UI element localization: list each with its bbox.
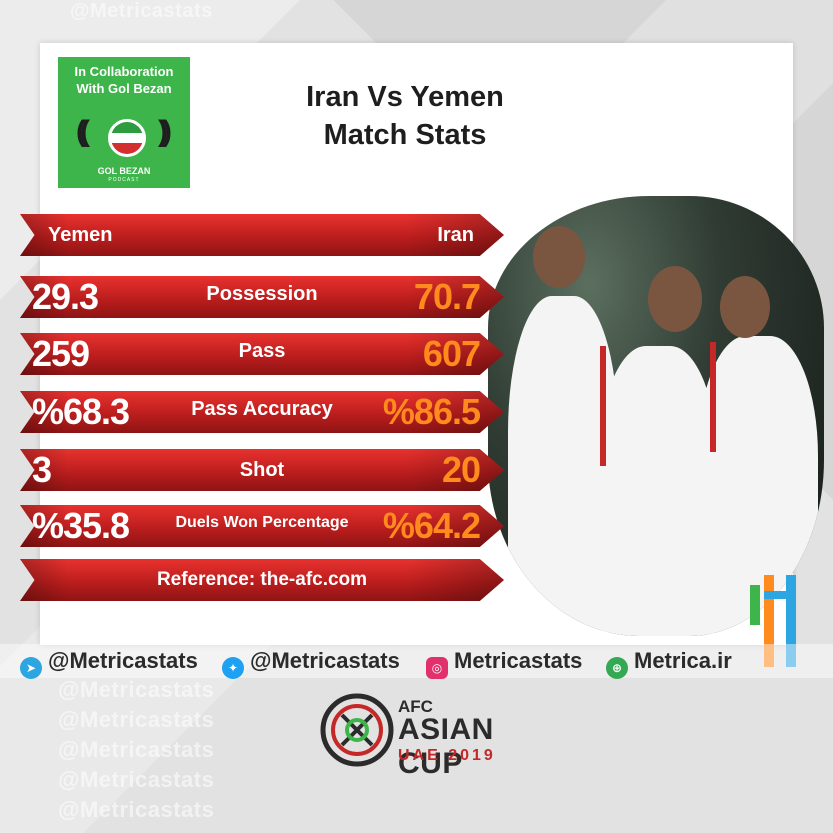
watermark: @Metricastats xyxy=(58,797,215,822)
gol-bezan-logo: In Collaboration With Gol Bezan (( )) GO… xyxy=(58,57,190,188)
afc-emblem-icon xyxy=(320,693,394,767)
stat-value-yemen: 3 xyxy=(32,449,52,490)
stat-label: Duels Won Percentage xyxy=(175,514,349,531)
stat-value-iran: 607 xyxy=(422,333,481,374)
stat-row-pass: Pass 259 607 xyxy=(20,333,504,375)
website-link[interactable]: ⊕ Metrica.ir xyxy=(606,644,732,679)
stat-row-duels-won: Duels Won Percentage %35.8 %64.2 xyxy=(20,505,504,547)
watermark: @Metricastats xyxy=(58,707,215,732)
social-bar xyxy=(0,644,833,678)
stat-label: Pass Accuracy xyxy=(191,398,333,420)
telegram-icon: ➤ xyxy=(20,657,42,679)
sound-waves-left-icon: (( xyxy=(76,115,90,148)
shirt-stripe xyxy=(600,346,606,466)
logo-bar-green xyxy=(750,585,760,625)
instagram-link[interactable]: ◎ Metricastats xyxy=(426,644,583,679)
watermark: @Metricastats xyxy=(58,767,215,792)
metrica-logo xyxy=(750,575,800,667)
podcast-sub: PODCAST xyxy=(108,177,140,183)
telegram-link[interactable]: ➤ @Metricastats xyxy=(20,644,198,679)
stat-value-yemen: 29.3 xyxy=(32,276,99,317)
podcast-name: GOL BEZAN xyxy=(97,166,151,176)
stat-row-pass-accuracy: Pass Accuracy %68.3 %86.5 xyxy=(20,391,504,433)
telegram-handle: @Metricastats xyxy=(48,648,198,673)
player-head xyxy=(720,276,770,338)
stat-value-iran: 70.7 xyxy=(413,276,481,317)
iran-flag-icon xyxy=(108,119,146,157)
watermark: @Metricastats xyxy=(58,677,215,702)
uae-2019-text: UAE 2019 xyxy=(398,747,496,764)
reference-text: Reference: the-afc.com xyxy=(156,569,368,590)
stat-value-yemen: %68.3 xyxy=(32,391,130,432)
player-head xyxy=(648,266,702,332)
collab-line1: In Collaboration xyxy=(74,64,174,79)
team-left: Yemen xyxy=(48,224,113,246)
globe-icon: ⊕ xyxy=(606,657,628,679)
logo-bar-cross xyxy=(764,591,796,599)
stat-label: Pass xyxy=(238,340,286,362)
teams-header-row: Yemen Iran xyxy=(20,214,504,256)
stat-row-shot: Shot 3 20 xyxy=(20,449,504,491)
stat-label: Possession xyxy=(206,283,318,305)
asian-cup-text: ASIAN CUP xyxy=(398,713,494,780)
website-url: Metrica.ir xyxy=(634,648,732,673)
reference-row: Reference: the-afc.com xyxy=(20,559,504,601)
stat-value-iran: 20 xyxy=(441,449,481,490)
twitter-handle: @Metricastats xyxy=(250,648,400,673)
afc-asian-cup-logo: AFC ASIAN CUP UAE 2019 xyxy=(320,693,550,780)
player-head xyxy=(533,226,585,288)
instagram-handle: Metricastats xyxy=(454,648,583,673)
stat-row-possession: Possession 29.3 70.7 xyxy=(20,276,504,318)
stat-value-iran: %86.5 xyxy=(382,391,481,432)
collab-line2: With Gol Bezan xyxy=(76,81,172,96)
afc-text: AFC xyxy=(398,697,433,716)
page-title: Iran Vs Yemen Match Stats xyxy=(260,78,550,154)
twitter-icon: ✦ xyxy=(222,657,244,679)
instagram-icon: ◎ xyxy=(426,657,448,679)
shirt-stripe xyxy=(710,342,716,452)
watermark: @Metricastats xyxy=(70,0,213,22)
twitter-link[interactable]: ✦ @Metricastats xyxy=(222,644,400,679)
watermark: @Metricastats xyxy=(58,737,215,762)
stat-label: Shot xyxy=(239,459,285,481)
title-line1: Iran Vs Yemen xyxy=(306,81,504,113)
team-right: Iran xyxy=(437,224,474,246)
stat-value-iran: %64.2 xyxy=(382,505,481,546)
sound-waves-right-icon: )) xyxy=(158,115,172,148)
logo-bar-blue xyxy=(786,575,796,667)
title-line2: Match Stats xyxy=(323,119,487,151)
stat-value-yemen: %35.8 xyxy=(32,505,130,546)
stat-value-yemen: 259 xyxy=(32,333,90,374)
players-photo xyxy=(488,196,824,636)
logo-bar-orange xyxy=(764,575,774,667)
